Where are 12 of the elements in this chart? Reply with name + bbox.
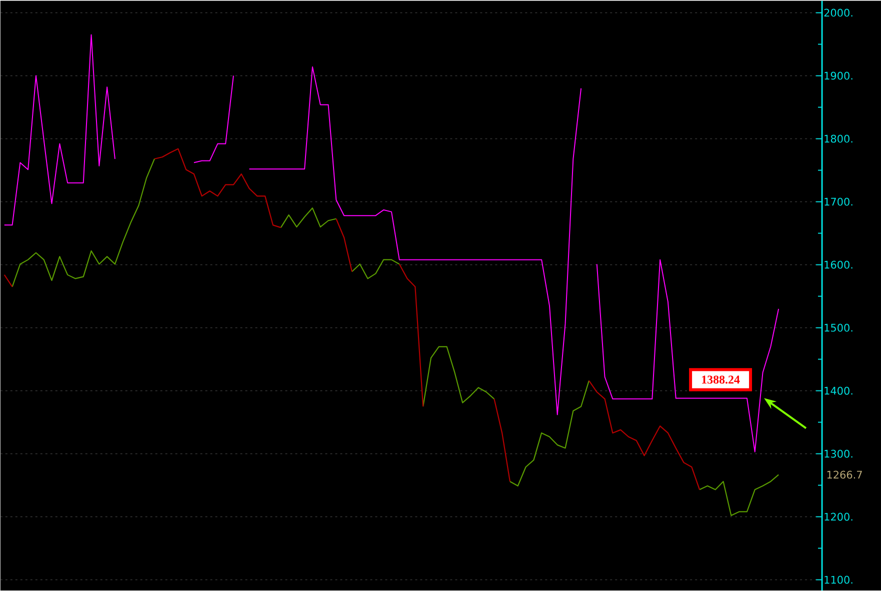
annotation: 1388.24 [702, 375, 740, 384]
y-tick-label: 1700. [824, 198, 852, 206]
y-tick-label: 1400. [824, 386, 852, 395]
text: 1266.7 [827, 470, 862, 479]
y-tick-label: 1600. [824, 260, 852, 269]
y-tick-label: 1100. [824, 576, 852, 584]
y-tick-label: 1900. [824, 72, 852, 80]
y-tick-label: 1800. [824, 134, 852, 143]
y-tick-label: 1200. [824, 512, 852, 521]
y-tick-label: 1300. [824, 450, 852, 458]
y-tick-label: 1500. [824, 324, 852, 332]
y-tick-label: 2000. [824, 8, 852, 17]
